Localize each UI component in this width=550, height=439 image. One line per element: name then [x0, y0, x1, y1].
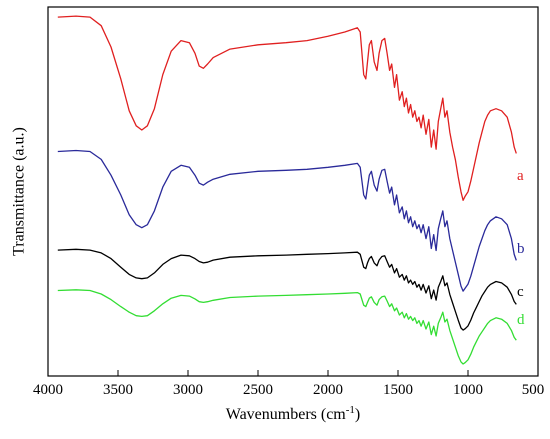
x-tick-label: 1000	[453, 382, 483, 398]
series-label-d: d	[517, 312, 525, 328]
series-line-a	[57, 15, 517, 201]
x-axis-title: Wavenumbers (cm-1)	[226, 404, 361, 423]
x-tick-label: 3000	[173, 382, 203, 398]
series-group	[57, 15, 517, 365]
series-label-b: b	[517, 241, 525, 257]
series-line-b	[57, 149, 517, 292]
series-label-c: c	[517, 284, 524, 300]
x-tick-label: 4000	[33, 382, 63, 398]
x-tick-label: 2000	[313, 382, 343, 398]
x-tick-label: 500	[522, 382, 545, 398]
x-tick-label: 3500	[103, 382, 133, 398]
series-line-c	[57, 248, 517, 331]
x-axis-unit-superscript: -1	[346, 404, 355, 416]
x-tick-label: 1500	[383, 382, 413, 398]
series-label-a: a	[517, 168, 524, 184]
x-tick-label: 2500	[243, 382, 273, 398]
plot-frame	[47, 6, 539, 377]
y-axis-title: Transmittance (a.u.)	[11, 127, 28, 256]
series-line-d	[57, 289, 517, 365]
x-ticks: 4000 3500 3000 2500 2000 1500 1000 500	[33, 370, 544, 398]
series-labels: a b cd	[517, 168, 525, 328]
